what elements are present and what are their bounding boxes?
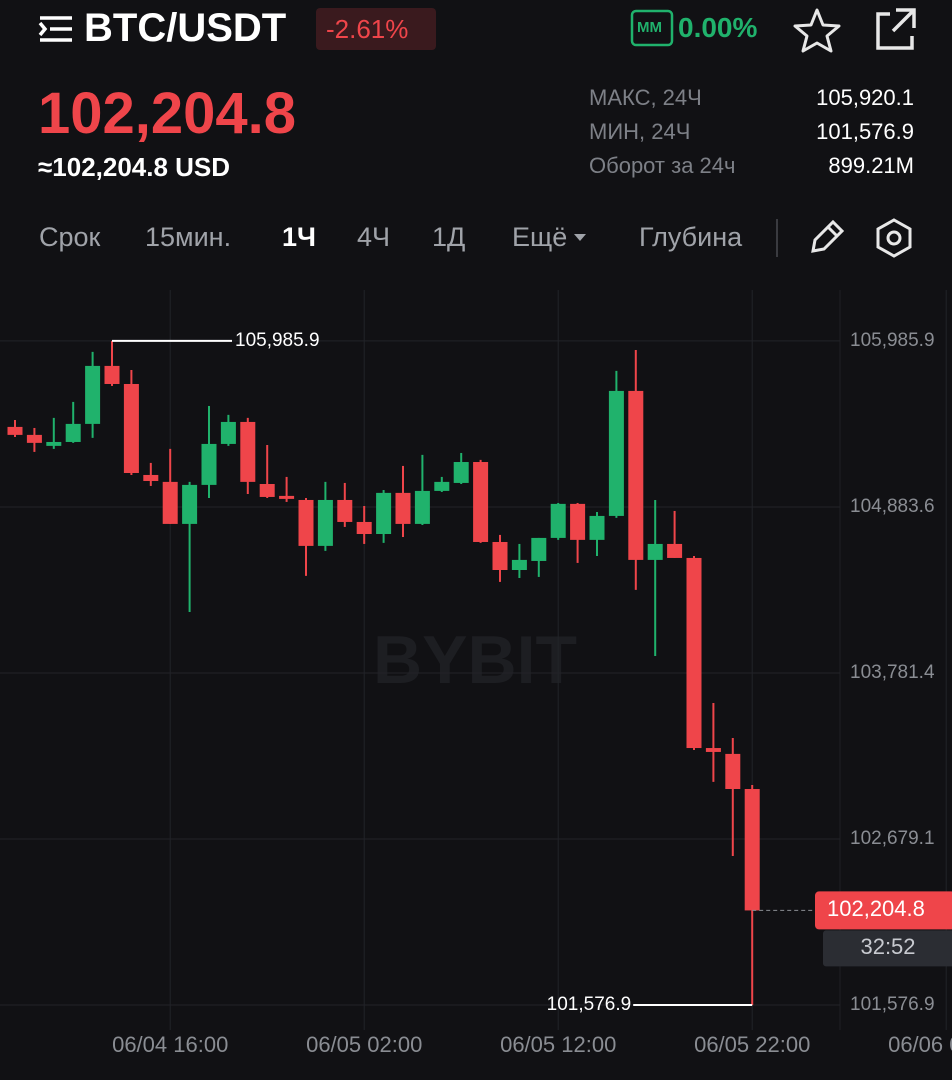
- stat-value: 101,576.9: [816, 119, 914, 144]
- countdown-tag: [823, 930, 952, 967]
- y-tick-label: 102,679.1: [850, 828, 935, 849]
- stat-label: Оборот за 24ч: [589, 153, 736, 178]
- share-icon[interactable]: [876, 8, 916, 50]
- last-price-label: 102,204.8: [827, 896, 925, 921]
- candle-body: [104, 365, 120, 384]
- candle-body: [240, 421, 256, 482]
- x-tick-label: 06/05 02:00: [306, 1032, 422, 1057]
- dropdown-caret: [574, 234, 586, 241]
- x-tick-label: 06/05 22:00: [694, 1032, 810, 1057]
- watermark: BYBIT: [373, 622, 577, 698]
- candle-body: [7, 426, 23, 435]
- candle-body: [608, 390, 624, 516]
- candle-body: [123, 383, 139, 474]
- candle-body: [725, 753, 741, 790]
- candle-body: [705, 748, 721, 752]
- candle-body: [317, 499, 333, 546]
- mm-badge: [630, 9, 674, 47]
- last-price: 102,204.8: [38, 81, 297, 146]
- candle-body: [434, 481, 450, 491]
- stat-label: МИН, 24Ч: [589, 119, 691, 144]
- candle-body: [511, 559, 527, 571]
- candle-body: [473, 462, 489, 542]
- tab[interactable]: Глубина: [639, 222, 743, 252]
- x-tick-label: 06/04 16:00: [112, 1032, 228, 1057]
- candle-body: [647, 543, 663, 560]
- candle-body: [395, 492, 411, 524]
- favorite-icon[interactable]: [793, 8, 841, 53]
- tab[interactable]: 4Ч: [357, 222, 391, 252]
- candle-body: [201, 443, 217, 485]
- candle-body: [531, 537, 547, 561]
- y-tick-label: 103,781.4: [850, 662, 935, 683]
- high-marker-label: 105,985.9: [235, 330, 320, 351]
- candle-body: [550, 503, 566, 538]
- settings-icon[interactable]: [876, 218, 912, 258]
- low-marker-label: 101,576.9: [547, 994, 632, 1015]
- y-tick-label: 101,576.9: [850, 994, 935, 1015]
- change-badge: [316, 8, 436, 50]
- candle-body: [220, 421, 236, 444]
- candle-body: [492, 541, 508, 571]
- candle-body: [376, 492, 392, 535]
- draw-icon[interactable]: [811, 219, 845, 253]
- candle-body: [589, 515, 605, 540]
- stat-value: 105,920.1: [816, 85, 914, 110]
- candle-body: [414, 490, 430, 524]
- y-tick-label: 104,883.6: [850, 496, 935, 517]
- candle-body: [667, 543, 683, 558]
- candle-body: [356, 521, 372, 535]
- candle-body: [182, 484, 198, 524]
- candle-body: [298, 499, 314, 546]
- candle-body: [453, 462, 469, 483]
- tab-active[interactable]: 1Ч: [282, 222, 316, 252]
- candle-body: [686, 557, 702, 749]
- candle-body: [65, 423, 81, 442]
- x-tick-label: 06/05 12:00: [500, 1032, 616, 1057]
- symbol[interactable]: BTC/USDT: [84, 6, 287, 50]
- candle-body: [162, 481, 178, 524]
- tab[interactable]: 1Д: [432, 222, 466, 252]
- change: -2.61%: [326, 14, 409, 44]
- candle-body: [259, 483, 275, 497]
- tab[interactable]: Ещё: [512, 222, 568, 252]
- countdown: 32:52: [860, 934, 915, 959]
- candle-body: [26, 434, 42, 443]
- usd-price: ≈102,204.8 USD: [38, 152, 231, 182]
- stat-label: МАКС, 24Ч: [589, 85, 702, 110]
- candle-body: [279, 495, 295, 499]
- menu-icon[interactable]: [38, 16, 72, 42]
- y-tick-label: 105,985.9: [850, 330, 935, 351]
- candle-body: [570, 503, 586, 540]
- mm-label: ММ: [637, 19, 662, 36]
- tab[interactable]: Срок: [39, 222, 101, 252]
- candle-body: [337, 499, 353, 522]
- last-price-tag: [815, 891, 952, 930]
- mm-value: 0.00%: [678, 12, 758, 43]
- candle-body: [143, 474, 159, 481]
- tab[interactable]: 15мин.: [145, 222, 232, 252]
- candle-body: [628, 390, 644, 560]
- candle-body: [46, 441, 62, 446]
- candle-body: [744, 789, 760, 911]
- stat-value: 899.21M: [828, 153, 914, 178]
- x-tick-label: 06/06 08:00: [888, 1032, 952, 1057]
- candle-body: [85, 365, 101, 424]
